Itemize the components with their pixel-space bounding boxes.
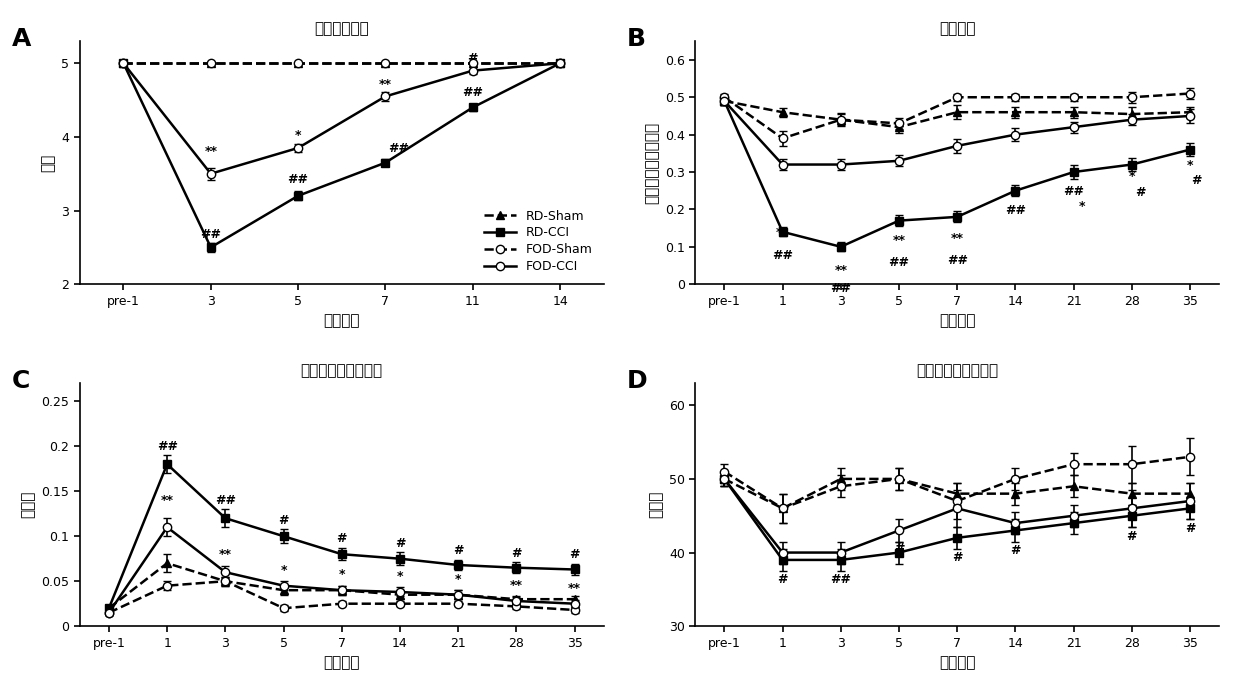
Text: #: # (394, 537, 405, 550)
Text: #: # (1127, 531, 1137, 543)
Text: ##: ## (773, 249, 794, 262)
Text: #: # (278, 514, 289, 527)
Text: #: # (1136, 186, 1146, 199)
Title: 肌力测试试验: 肌力测试试验 (315, 21, 370, 36)
Text: *: * (1187, 159, 1193, 172)
Text: ##: ## (831, 573, 852, 586)
Text: **: ** (510, 579, 523, 592)
Text: *: * (397, 570, 403, 583)
Text: #: # (467, 52, 477, 65)
Text: **: ** (568, 582, 582, 595)
Text: ##: ## (215, 494, 236, 507)
Text: #: # (894, 542, 904, 554)
Text: #: # (777, 573, 787, 586)
X-axis label: 术后天数: 术后天数 (939, 655, 976, 670)
Text: #: # (336, 532, 347, 545)
Text: #: # (453, 544, 464, 557)
X-axis label: 术后天数: 术后天数 (324, 655, 360, 670)
Text: ##: ## (463, 86, 484, 99)
Legend: RD-Sham, RD-CCI, FOD-Sham, FOD-CCI: RD-Sham, RD-CCI, FOD-Sham, FOD-CCI (480, 205, 598, 278)
Text: #: # (569, 549, 580, 561)
Text: *: * (455, 573, 461, 586)
Text: **: ** (776, 226, 789, 239)
Text: ##: ## (831, 283, 852, 295)
Y-axis label: 损伤对侧前肢使用率: 损伤对侧前肢使用率 (645, 122, 660, 204)
Text: **: ** (379, 78, 392, 91)
X-axis label: 术后天数: 术后天数 (324, 313, 360, 328)
Text: #: # (1011, 544, 1021, 557)
Text: #: # (952, 551, 962, 564)
Text: B: B (627, 26, 646, 50)
Text: *: * (1128, 170, 1135, 183)
Text: *: * (1079, 200, 1085, 213)
Text: **: ** (835, 263, 847, 276)
Text: ##: ## (156, 440, 177, 453)
Text: **: ** (893, 234, 905, 247)
Y-axis label: 总步数: 总步数 (649, 491, 663, 518)
Text: *: * (295, 129, 301, 142)
Text: #: # (511, 547, 522, 560)
Text: D: D (627, 368, 647, 392)
Text: #: # (1190, 174, 1202, 187)
Text: **: ** (205, 144, 217, 158)
Text: **: ** (218, 549, 232, 561)
Text: ##: ## (201, 228, 221, 240)
Title: 圆筒试验: 圆筒试验 (939, 21, 976, 36)
Text: ##: ## (1063, 185, 1084, 198)
Text: ##: ## (946, 254, 967, 267)
Y-axis label: 错步率: 错步率 (21, 491, 36, 518)
Text: A: A (11, 26, 31, 50)
Title: 错步试验（总步数）: 错步试验（总步数） (916, 363, 998, 378)
Text: *: * (280, 564, 286, 577)
Y-axis label: 分数: 分数 (41, 153, 56, 172)
Text: ##: ## (288, 173, 309, 187)
Text: *: * (339, 568, 345, 581)
Text: **: ** (951, 231, 963, 245)
Text: **: ** (161, 494, 174, 507)
Text: ##: ## (889, 256, 909, 269)
Text: ##: ## (388, 142, 409, 155)
Text: #: # (1184, 522, 1195, 535)
Text: ##: ## (1004, 204, 1025, 217)
Title: 错步试验（错步率）: 错步试验（错步率） (301, 363, 383, 378)
Text: C: C (11, 368, 30, 392)
X-axis label: 术后天数: 术后天数 (939, 313, 976, 328)
